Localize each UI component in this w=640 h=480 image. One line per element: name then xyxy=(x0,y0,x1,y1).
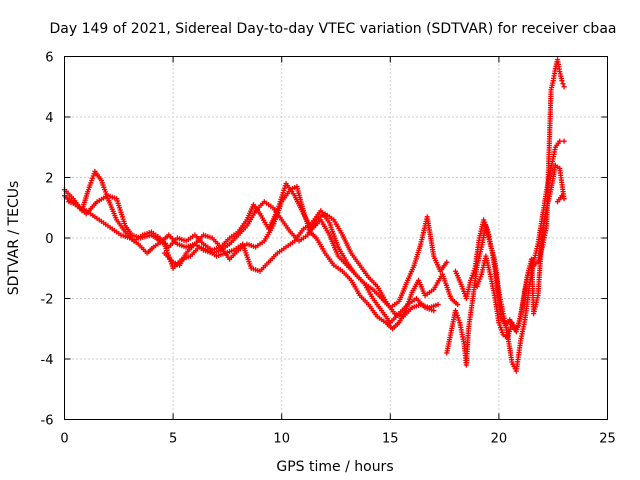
data-point xyxy=(499,329,505,335)
data-point xyxy=(483,224,489,230)
data-point xyxy=(452,308,459,314)
data-point xyxy=(455,301,461,308)
data-point xyxy=(496,320,502,326)
x-ticks: 0 5 10 15 20 25 xyxy=(60,56,616,447)
y-tick-label: -2 xyxy=(41,293,54,308)
chart-title: Day 149 of 2021, Sidereal Day-to-day VTE… xyxy=(50,21,617,37)
data-point xyxy=(561,196,567,202)
data-point xyxy=(559,78,565,84)
data-point xyxy=(498,327,505,333)
y-axis-label: SDTVAR / TECUs xyxy=(6,181,22,296)
data-point xyxy=(468,275,475,281)
data-point xyxy=(560,81,566,87)
y-tick-label: 6 xyxy=(45,51,53,66)
data-point xyxy=(455,315,461,321)
data-points xyxy=(61,56,567,374)
data-point xyxy=(456,317,462,323)
data-point xyxy=(498,324,504,331)
x-tick-label: 5 xyxy=(169,432,177,447)
x-tick-label: 20 xyxy=(491,432,508,447)
x-axis-label: GPS time / hours xyxy=(276,459,393,475)
data-point xyxy=(561,138,567,144)
data-point xyxy=(431,308,437,314)
data-point xyxy=(444,259,450,265)
data-point xyxy=(454,312,460,319)
data-point xyxy=(468,277,474,283)
x-tick-label: 15 xyxy=(382,432,399,447)
x-tick-label: 0 xyxy=(60,432,68,447)
x-tick-label: 25 xyxy=(599,432,616,447)
data-point xyxy=(478,274,484,280)
data-point xyxy=(469,272,476,279)
data-point xyxy=(481,219,488,225)
y-tick-label: -6 xyxy=(41,414,54,429)
data-point xyxy=(482,222,489,228)
data-point xyxy=(474,283,480,289)
data-point xyxy=(475,281,481,287)
data-point xyxy=(557,138,563,144)
data-point xyxy=(453,310,459,316)
data-point xyxy=(481,217,487,223)
x-tick-label: 10 xyxy=(273,432,290,447)
data-point xyxy=(459,283,465,289)
data-point xyxy=(476,278,482,285)
data-point xyxy=(471,268,477,274)
y-ticks: -6 -4 -2 0 2 4 6 xyxy=(41,51,608,429)
data-point xyxy=(460,286,466,292)
y-tick-label: 2 xyxy=(45,172,53,187)
data-point xyxy=(477,276,483,282)
y-tick-label: -4 xyxy=(41,353,54,368)
data-point xyxy=(497,322,503,328)
data-point xyxy=(484,226,490,233)
data-point xyxy=(470,270,476,276)
y-tick-label: 4 xyxy=(45,111,53,126)
data-point xyxy=(435,301,441,308)
y-tick-label: 0 xyxy=(45,232,53,247)
data-point xyxy=(554,199,561,205)
data-point xyxy=(561,84,567,90)
